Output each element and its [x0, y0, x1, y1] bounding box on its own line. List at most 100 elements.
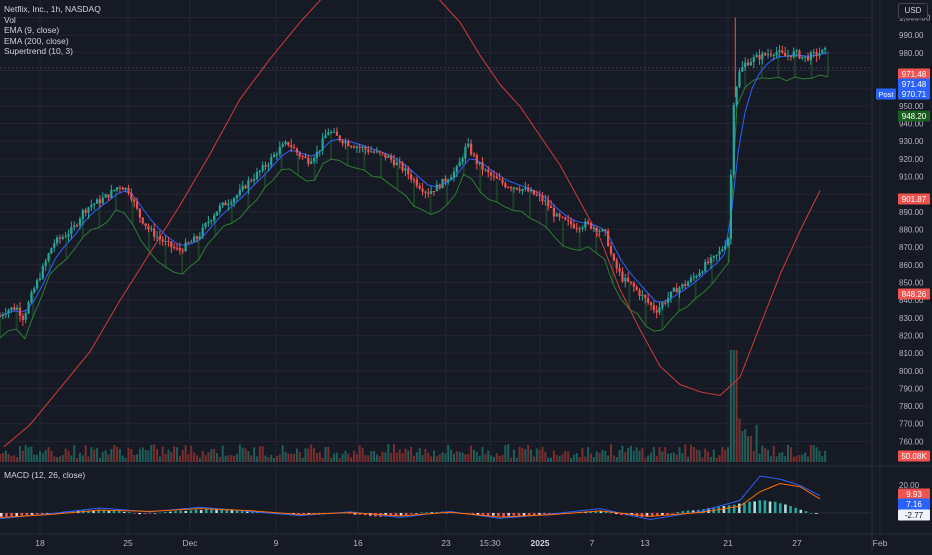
candle-body — [184, 242, 187, 252]
candle-body — [784, 52, 787, 57]
candle-body — [504, 183, 507, 188]
candle-body — [204, 223, 207, 228]
candle-body — [230, 202, 233, 204]
macd-histogram-bar — [404, 513, 408, 516]
volume-bar — [592, 457, 595, 462]
currency-button[interactable]: USD — [898, 3, 928, 19]
volume-bar — [130, 449, 133, 462]
candle-body — [786, 55, 790, 57]
candle-body — [58, 237, 62, 239]
candle-body — [484, 169, 487, 171]
volume-bar — [689, 444, 692, 462]
volume-bar — [301, 457, 304, 462]
volume-bar — [727, 447, 730, 462]
volume-bar — [313, 448, 316, 462]
candle-body — [344, 141, 347, 144]
volume-bar — [775, 456, 778, 462]
volume-bar — [447, 444, 450, 462]
volume-bar — [247, 451, 250, 462]
candle-body — [215, 211, 219, 216]
candle-body — [284, 142, 287, 145]
candle-body — [587, 221, 590, 223]
volume-bar — [755, 424, 758, 462]
volume-bar — [187, 454, 190, 462]
volume-bar — [432, 450, 435, 462]
macd-histogram-bar — [148, 513, 152, 514]
volume-bar — [393, 444, 396, 462]
candle-body — [638, 289, 641, 296]
x-tick-label: 21 — [723, 538, 733, 548]
candle-body — [430, 191, 433, 194]
volume-bar — [558, 455, 561, 462]
volume-bar — [64, 448, 67, 462]
volume-label[interactable]: Vol — [4, 14, 16, 25]
candle-body — [158, 236, 161, 240]
volume-bar — [258, 446, 261, 462]
candle-body — [655, 310, 658, 313]
volume-bar — [161, 446, 164, 462]
candle-body — [704, 261, 707, 272]
candle-body — [647, 298, 650, 303]
supertrend-label[interactable]: Supertrend (10, 3) — [4, 46, 73, 56]
y-tick-label: 950.00 — [899, 102, 924, 111]
volume-bar — [578, 457, 581, 462]
macd-histogram-bar — [604, 511, 608, 513]
volume-bar — [153, 444, 156, 462]
volume-bar — [70, 455, 73, 462]
volume-bar — [798, 454, 801, 462]
candle-body — [121, 187, 124, 190]
candle-body — [218, 205, 221, 212]
volume-bar — [138, 448, 141, 462]
candle-body — [98, 199, 102, 204]
volume-bar — [684, 444, 687, 462]
volume-bar — [398, 449, 401, 462]
volume-bar — [538, 449, 541, 462]
macd-histogram-bar — [620, 513, 623, 516]
candle-body — [615, 260, 618, 269]
price-marker-badge: 848.26 — [902, 290, 927, 299]
volume-bar — [275, 455, 278, 462]
candle-body — [78, 218, 82, 226]
candle-body — [744, 62, 747, 68]
candle-body — [150, 228, 153, 230]
candle-body — [686, 282, 690, 286]
symbol-label[interactable]: Netflix, Inc., 1h, NASDAQ — [4, 4, 101, 14]
indicator-legend: Netflix, Inc., 1h, NASDAQ Vol EMA (9, cl… — [4, 4, 101, 57]
volume-badge: 50.08K — [901, 452, 927, 461]
volume-bar — [752, 450, 755, 462]
volume-bar — [36, 454, 39, 462]
y-tick-label: 870.00 — [899, 243, 924, 252]
candle-body — [161, 239, 164, 242]
x-tick-label: 23 — [441, 538, 451, 548]
candle-body — [401, 162, 404, 171]
candle-body — [724, 245, 727, 250]
volume-bar — [618, 449, 621, 462]
volume-bar — [627, 447, 630, 462]
ema-fast-label[interactable]: EMA (9, close) — [4, 25, 60, 35]
volume-bar — [370, 451, 373, 462]
volume-bar — [38, 451, 41, 462]
volume-bar — [290, 453, 293, 462]
candle-body — [584, 221, 587, 228]
volume-bar — [24, 444, 27, 462]
candle-body — [292, 147, 296, 149]
candle-body — [692, 276, 695, 278]
macd-legend[interactable]: MACD (12, 26, close) — [4, 470, 86, 480]
candle-body — [61, 236, 64, 239]
volume-bar — [244, 448, 247, 462]
volume-bar — [547, 457, 550, 462]
macd-histogram-bar — [297, 513, 300, 515]
post-tag: Post — [878, 90, 894, 99]
candle-body — [290, 144, 293, 148]
candle-body — [1, 314, 4, 317]
candle-body — [341, 140, 344, 144]
candle-body — [87, 207, 90, 213]
volume-bar — [541, 446, 544, 462]
volume-bar — [729, 350, 732, 462]
x-tick-label: 2025 — [531, 538, 550, 548]
volume-bar — [373, 450, 376, 462]
candle-body — [464, 146, 467, 159]
ema-slow-label[interactable]: EMA (200, close) — [4, 35, 69, 46]
